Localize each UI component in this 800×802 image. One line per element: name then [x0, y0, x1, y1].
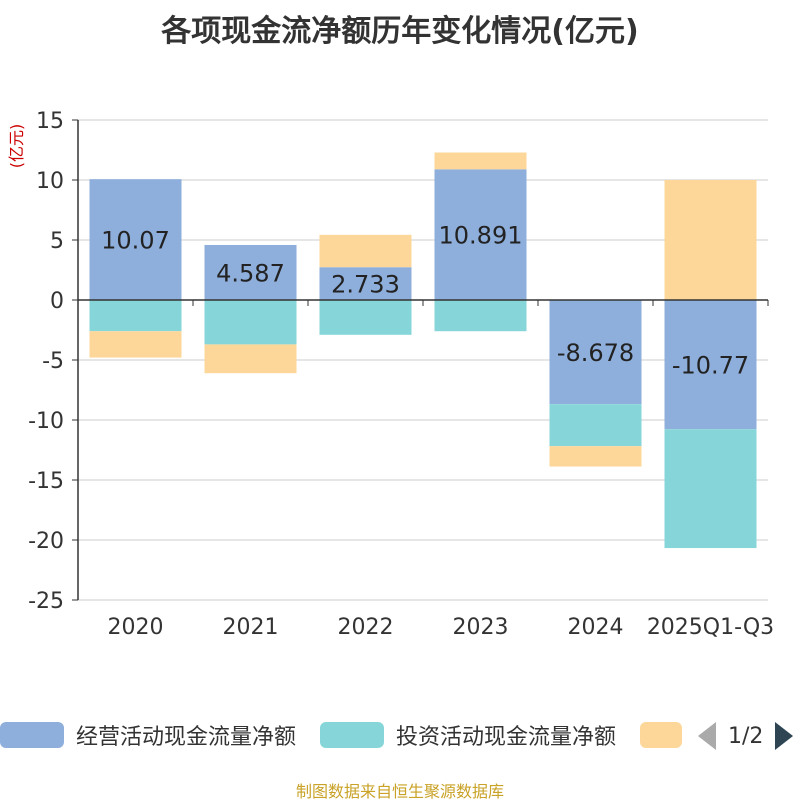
chart-canvas: 15 10 5 0 -5 -10 -15 -20 -25 10.07 4.587 2.733 10.89… [7, 109, 774, 640]
data-label: 2.733 [331, 271, 400, 299]
legend-next-page-icon[interactable] [775, 722, 794, 750]
x-tick-label: 2020 [108, 615, 164, 640]
x-tick-label: 2025Q1-Q3 [647, 615, 774, 640]
bar-operating [549, 300, 642, 405]
y-tick-label: -5 [42, 349, 64, 374]
bar-operating [319, 267, 412, 300]
bar-financing [664, 180, 757, 300]
bar-operating [89, 179, 182, 300]
legend-prev-page-icon[interactable] [698, 722, 716, 750]
bar-financing [204, 344, 297, 374]
bar-investing [664, 429, 757, 549]
bar-operating [434, 169, 527, 300]
bar-investing [434, 300, 527, 332]
legend-item-operating[interactable]: 经营活动现金流量净额 [0, 720, 296, 750]
y-tick-label: 0 [50, 289, 64, 314]
bar-investing [319, 300, 412, 335]
legend-swatch-operating [0, 722, 64, 748]
legend: 经营活动现金流量净额 投资活动现金流量净额 1/2 [0, 716, 800, 756]
legend-pager: 1/2 [698, 720, 794, 752]
legend-swatch-financing [640, 722, 682, 748]
bar-investing [89, 300, 182, 332]
y-axis-unit-label: (亿元) [7, 124, 26, 169]
bar-investing [549, 404, 642, 447]
bar-operating [664, 300, 757, 430]
data-label: -8.678 [557, 339, 634, 367]
y-tick-label: -10 [28, 409, 64, 434]
data-label: -10.77 [672, 352, 749, 380]
legend-swatch-investing [320, 722, 384, 748]
x-tick-label: 2023 [453, 615, 509, 640]
bar-operating [204, 244, 297, 300]
chart-title: 各项现金流净额历年变化情况(亿元) [161, 14, 639, 49]
bar-financing [549, 446, 642, 467]
y-tick-label: -20 [28, 529, 64, 554]
x-tick-label: 2021 [223, 615, 279, 640]
legend-item-investing[interactable]: 投资活动现金流量净额 [320, 720, 616, 750]
y-tick-label: 10 [36, 169, 64, 194]
legend-page-indicator: 1/2 [728, 723, 764, 749]
y-tick-label: -15 [28, 469, 64, 494]
y-tick-label: -25 [28, 589, 64, 614]
legend-label-operating: 经营活动现金流量净额 [76, 725, 297, 750]
bar-financing [319, 234, 412, 268]
y-tick-label: 15 [36, 109, 64, 134]
data-label: 10.07 [101, 227, 170, 255]
data-label: 4.587 [216, 259, 285, 287]
bar-financing [89, 331, 182, 358]
y-tick-label: 5 [50, 229, 64, 254]
x-tick-label: 2022 [338, 615, 394, 640]
x-tick-label: 2024 [568, 615, 624, 640]
legend-label-investing: 投资活动现金流量净额 [396, 725, 617, 750]
bar-investing [204, 300, 297, 345]
data-label: 10.891 [439, 222, 523, 250]
legend-item-financing[interactable] [640, 720, 682, 750]
data-source-note: 制图数据来自恒生聚源数据库 [295, 782, 504, 801]
bar-financing [434, 152, 527, 170]
